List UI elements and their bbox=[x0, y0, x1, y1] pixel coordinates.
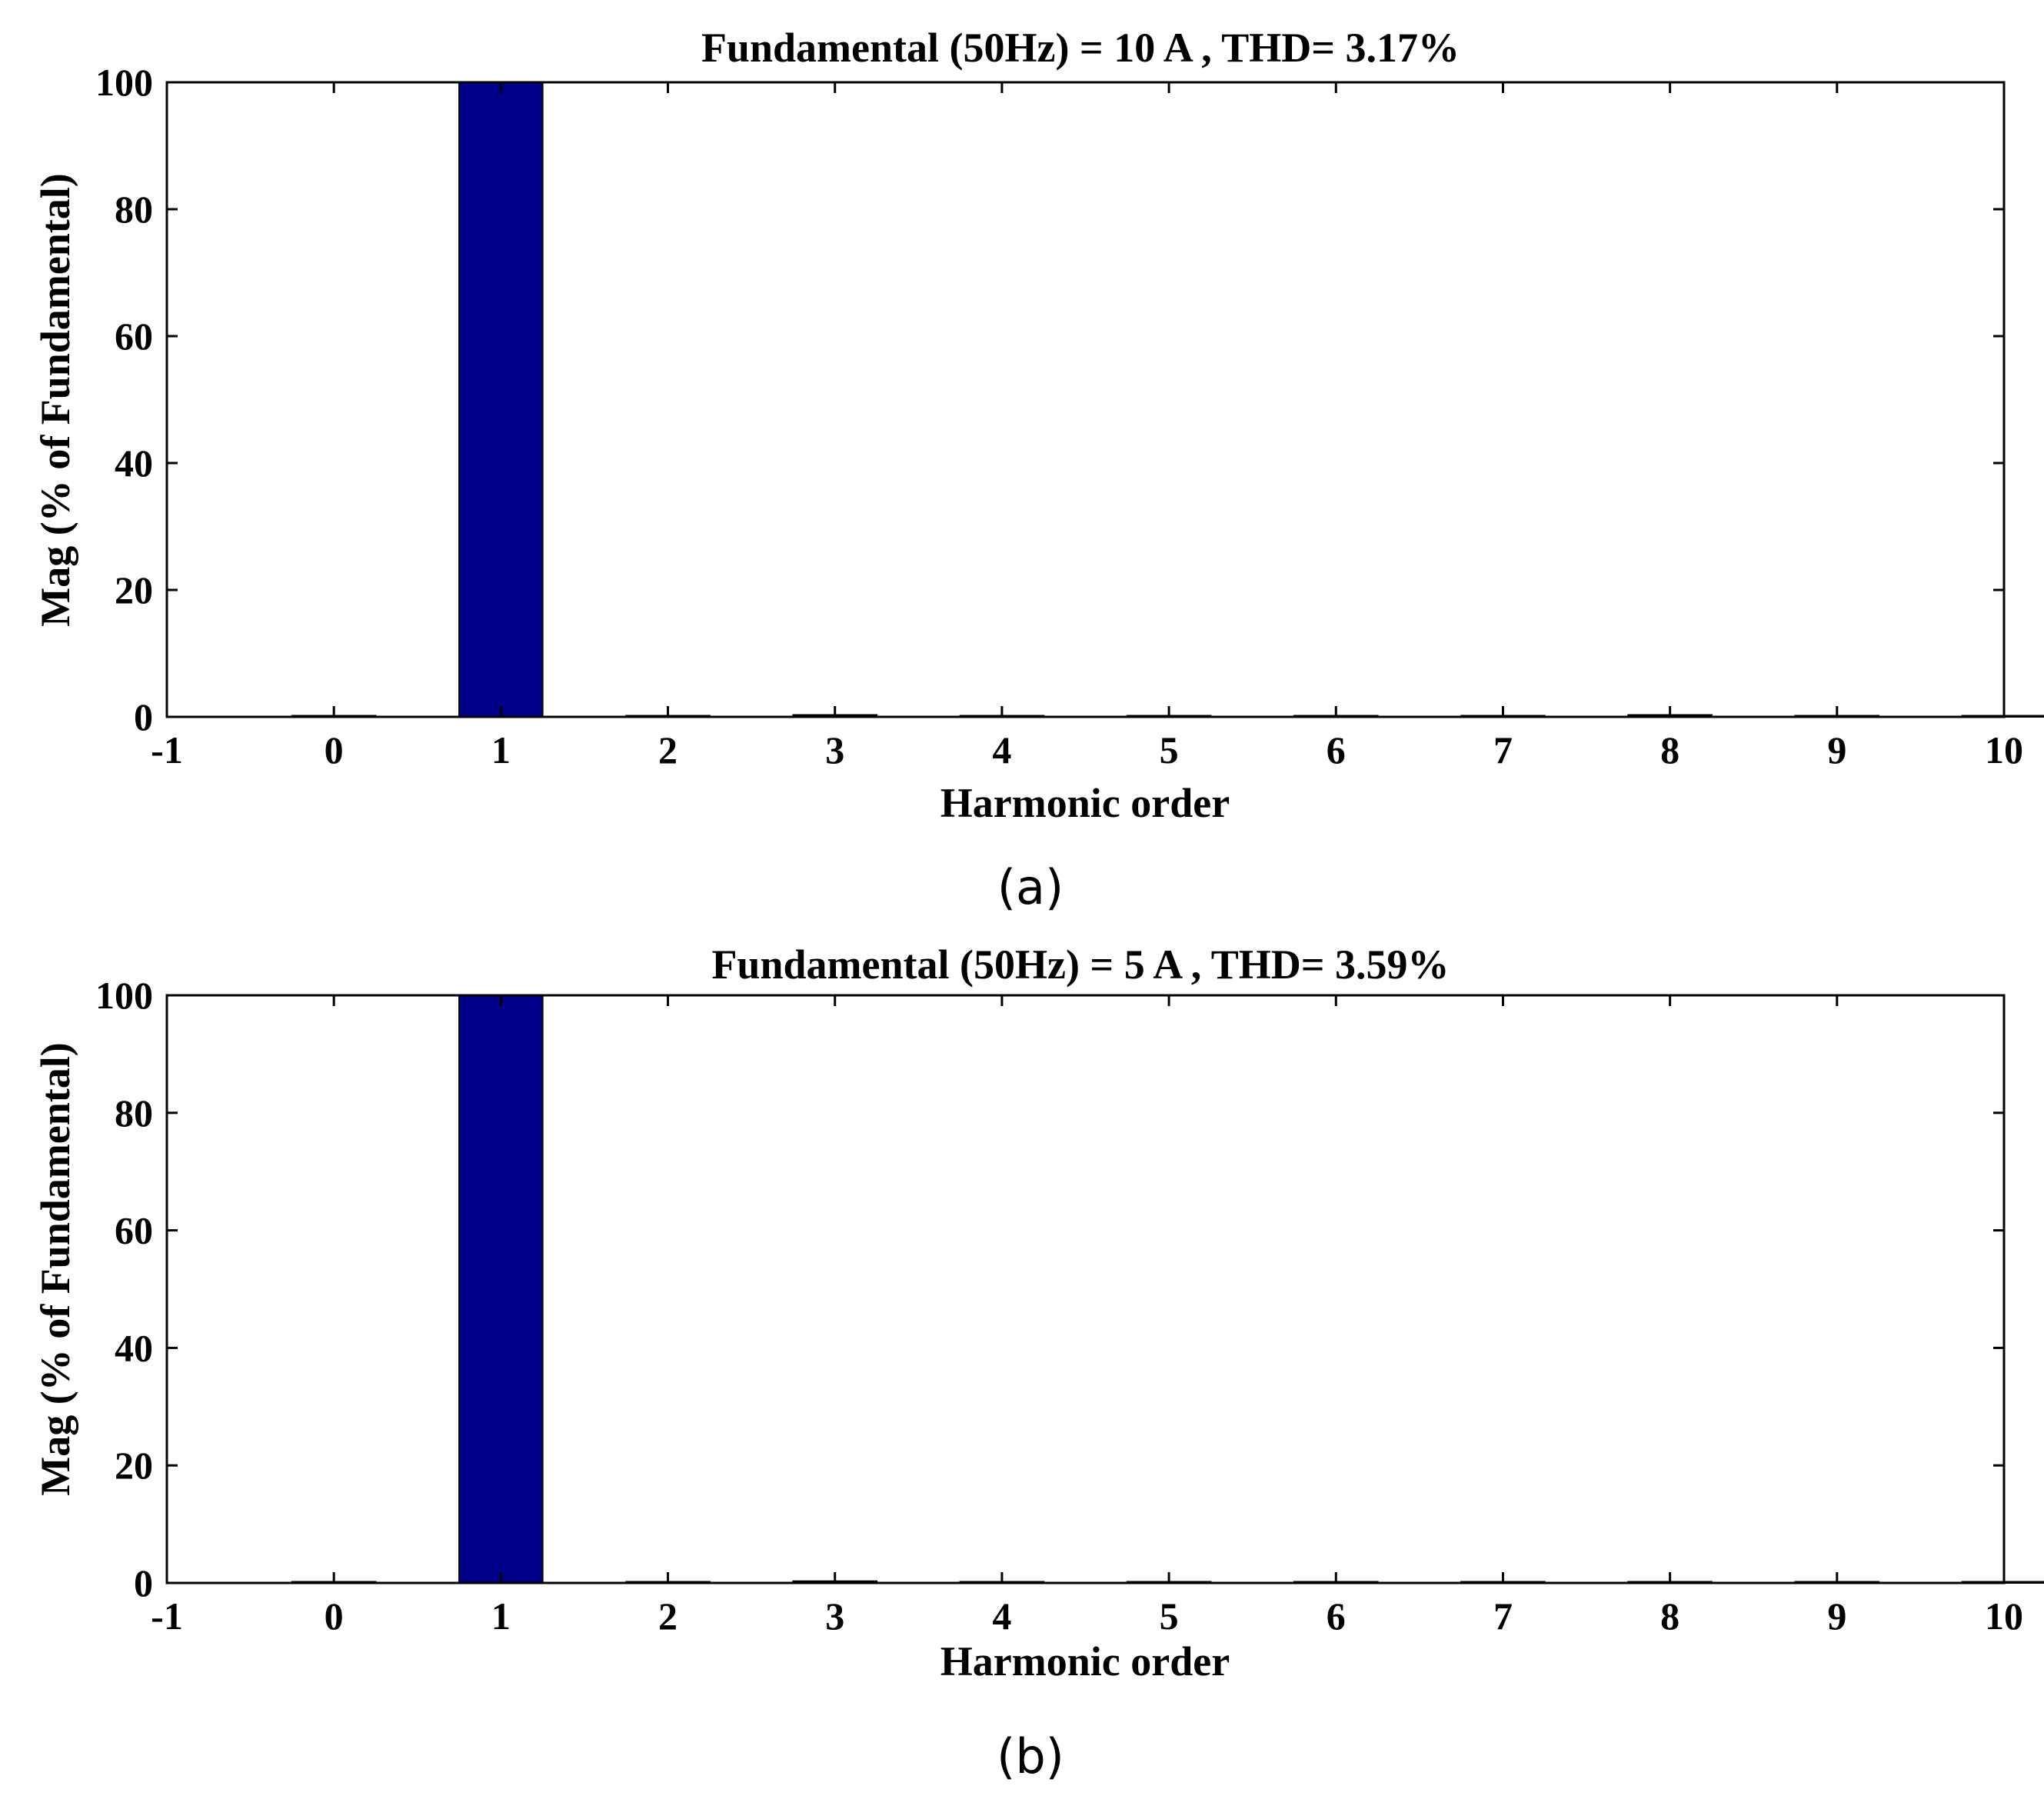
x-tick-label: 0 bbox=[325, 728, 344, 771]
y-tick-label: 60 bbox=[115, 315, 153, 358]
x-tick-label: 1 bbox=[491, 728, 511, 771]
x-tick-label: 4 bbox=[992, 1594, 1011, 1638]
x-tick-label: 8 bbox=[1660, 1594, 1679, 1638]
x-tick-label: 3 bbox=[825, 1594, 844, 1638]
x-tick-label: 3 bbox=[825, 728, 844, 771]
y-axis-label: Mag (% of Fundamental) bbox=[32, 1042, 78, 1495]
x-tick-label: 10 bbox=[1985, 1594, 2023, 1638]
y-tick-label: 0 bbox=[134, 1561, 153, 1604]
x-tick-label: 5 bbox=[1160, 1594, 1179, 1638]
y-tick-label: 80 bbox=[115, 1091, 153, 1135]
x-tick-label: 2 bbox=[658, 1594, 677, 1638]
y-tick-label: 40 bbox=[115, 442, 153, 485]
y-tick-label: 80 bbox=[115, 188, 153, 231]
x-tick-label: 10 bbox=[1985, 728, 2023, 771]
x-axis-label: Harmonic order bbox=[940, 780, 1230, 826]
y-tick-label: 100 bbox=[95, 974, 153, 1017]
x-tick-label: 8 bbox=[1660, 728, 1679, 771]
chart-panel-b: Fundamental (50Hz) = 5 A , THD= 3.59% -1… bbox=[32, 941, 2044, 1784]
chart-panel-a: Fundamental (50Hz) = 10 A , THD= 3.17% -… bbox=[32, 25, 2044, 915]
y-tick-label: 40 bbox=[115, 1326, 153, 1369]
x-tick-label: 6 bbox=[1327, 1594, 1346, 1638]
x-tick-label: 9 bbox=[1827, 728, 1846, 771]
bar-h1 bbox=[458, 995, 544, 1584]
axes-frame bbox=[165, 994, 2006, 1584]
x-axis-label: Harmonic order bbox=[940, 1638, 1230, 1684]
x-tick-label: 0 bbox=[325, 1594, 344, 1638]
x-tick-label: 4 bbox=[992, 728, 1011, 771]
bar-h1 bbox=[458, 82, 544, 718]
chart-title: Fundamental (50Hz) = 10 A , THD= 3.17% bbox=[701, 25, 1460, 71]
chart-title: Fundamental (50Hz) = 5 A , THD= 3.59% bbox=[711, 941, 1449, 988]
axes-frame bbox=[165, 81, 2006, 718]
panel-caption: (b) bbox=[997, 1728, 1064, 1784]
x-tick-label: -1 bbox=[151, 1594, 183, 1638]
x-tick-label: 9 bbox=[1827, 1594, 1846, 1638]
x-tick-label: -1 bbox=[151, 728, 183, 771]
y-tick-label: 60 bbox=[115, 1209, 153, 1252]
x-tick-label: 5 bbox=[1160, 728, 1179, 771]
x-tick-label: 7 bbox=[1493, 728, 1513, 771]
y-tick-label: 0 bbox=[134, 695, 153, 738]
y-axis-label: Mag (% of Fundamental) bbox=[32, 173, 78, 626]
x-tick-label: 6 bbox=[1327, 728, 1346, 771]
x-tick-label: 7 bbox=[1493, 1594, 1513, 1638]
x-tick-label: 1 bbox=[491, 1594, 511, 1638]
x-tick-label: 2 bbox=[658, 728, 677, 771]
y-tick-label: 20 bbox=[115, 1444, 153, 1487]
panel-caption: (a) bbox=[997, 859, 1064, 915]
y-tick-label: 100 bbox=[95, 61, 153, 104]
y-tick-label: 20 bbox=[115, 568, 153, 611]
